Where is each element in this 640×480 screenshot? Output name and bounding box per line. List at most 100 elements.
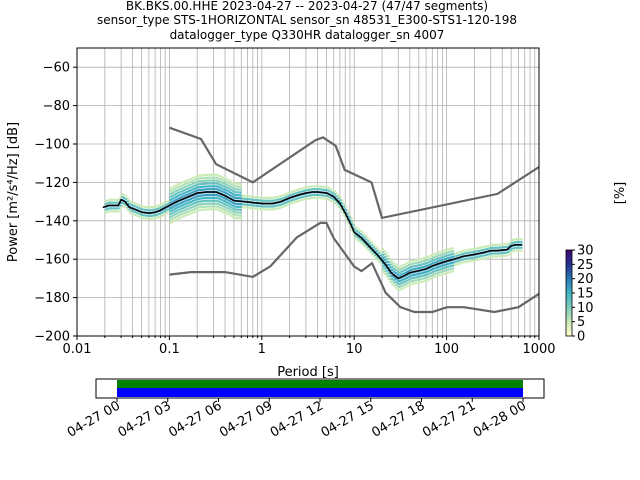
density-cell	[317, 185, 320, 188]
density-cell	[461, 252, 464, 256]
density-cell	[239, 203, 242, 206]
density-cell	[420, 260, 423, 263]
density-cell	[211, 205, 214, 208]
density-cell	[400, 285, 403, 288]
density-cell	[104, 208, 107, 211]
density-cell	[195, 195, 198, 198]
density-cell	[254, 204, 257, 207]
density-cell	[300, 187, 303, 190]
density-cell	[407, 275, 410, 278]
density-cell	[132, 201, 135, 204]
density-cell	[411, 277, 414, 280]
density-cell	[126, 200, 129, 203]
density-cell	[200, 200, 203, 203]
colorbar-segment	[566, 323, 572, 326]
density-cell	[237, 205, 240, 208]
density-cell	[350, 220, 353, 223]
density-cell	[193, 176, 196, 179]
density-cell	[158, 204, 161, 207]
density-cell	[230, 206, 233, 209]
density-cell	[430, 260, 433, 263]
density-cell	[187, 181, 190, 184]
density-cell	[380, 260, 383, 263]
density-cell	[472, 259, 475, 262]
density-cell	[463, 258, 466, 261]
density-cell	[418, 281, 421, 284]
density-cell	[202, 176, 205, 180]
density-cell	[457, 262, 460, 265]
density-cell	[400, 273, 403, 276]
density-cell	[191, 182, 194, 185]
density-cell	[267, 205, 270, 208]
density-cell	[241, 194, 244, 197]
density-cell	[441, 258, 444, 262]
density-cell	[402, 272, 405, 275]
density-cell	[404, 268, 407, 272]
density-cell	[232, 216, 235, 219]
density-cell	[184, 188, 187, 191]
density-cell	[372, 254, 375, 258]
density-cell	[454, 261, 457, 264]
density-cell	[156, 207, 159, 210]
density-cell	[267, 199, 270, 202]
density-cell	[420, 280, 423, 283]
density-cell	[204, 208, 207, 211]
density-cell	[433, 261, 436, 264]
density-cell	[321, 188, 324, 191]
density-cell	[126, 208, 129, 212]
density-cell	[455, 260, 458, 263]
density-cell	[418, 275, 421, 278]
density-cell	[178, 182, 181, 185]
density-cell	[343, 208, 346, 211]
density-cell	[208, 173, 211, 176]
density-cell	[487, 256, 490, 259]
density-cell	[402, 266, 405, 270]
density-cell	[287, 203, 290, 206]
colorbar-segment	[566, 312, 572, 315]
density-cell	[439, 271, 442, 274]
density-cell	[502, 254, 505, 258]
density-cell	[450, 256, 453, 259]
density-cell	[232, 207, 235, 210]
density-cell	[184, 203, 187, 206]
density-cell	[335, 192, 338, 195]
density-cell	[433, 255, 436, 258]
density-cell	[481, 248, 484, 252]
colorbar-segment	[566, 320, 572, 324]
density-cell	[241, 206, 244, 209]
density-cell	[309, 194, 312, 197]
density-cell	[121, 204, 124, 207]
density-cell	[239, 185, 242, 188]
density-cell	[202, 208, 205, 211]
density-cell	[354, 234, 357, 237]
density-cell	[178, 211, 181, 214]
density-cell	[154, 216, 157, 220]
density-cell	[387, 263, 390, 266]
density-cell	[211, 196, 214, 199]
density-cell	[297, 200, 300, 203]
density-cell	[182, 215, 185, 218]
density-cell	[452, 247, 455, 250]
density-cell	[439, 259, 442, 262]
density-cell	[176, 217, 179, 221]
density-cell	[219, 180, 222, 184]
density-cell	[511, 241, 514, 245]
density-cell	[276, 207, 279, 210]
density-cell	[162, 214, 165, 217]
density-cell	[261, 196, 264, 199]
density-cell	[437, 257, 440, 260]
density-cell	[470, 256, 473, 260]
density-cell	[394, 263, 397, 266]
density-cell	[450, 250, 453, 253]
coverage-tick-label: 04-27 06	[166, 398, 224, 440]
density-cell	[348, 213, 351, 216]
density-cell	[224, 180, 227, 183]
density-cell	[193, 184, 196, 188]
density-cell	[187, 210, 190, 213]
density-cell	[187, 198, 190, 201]
density-cell	[171, 212, 174, 215]
density-cell	[417, 261, 420, 264]
density-cell	[437, 268, 440, 272]
density-cell	[441, 273, 444, 276]
density-cell	[333, 198, 336, 202]
